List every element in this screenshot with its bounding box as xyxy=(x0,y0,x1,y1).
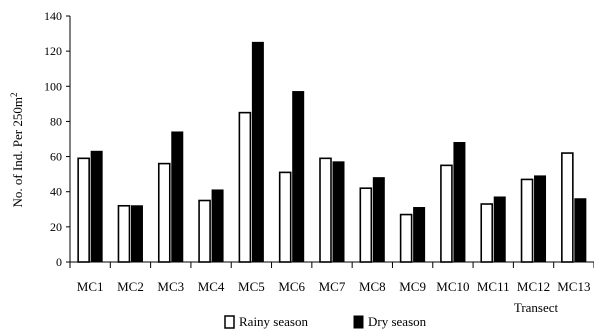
bar-mc13-dry-season xyxy=(574,198,587,263)
bar-mc8-rainy-season xyxy=(359,187,373,263)
x-tick-label-mc6: MC6 xyxy=(278,279,305,294)
y-axis-title-superscript: 2 xyxy=(9,93,19,98)
bar-mc11-rainy-season xyxy=(480,203,494,263)
x-tick-label-mc9: MC9 xyxy=(399,279,426,294)
y-axis-ticks: 0 20 40 60 80 100 120 140 xyxy=(44,9,70,269)
bar-mc13-rainy-season xyxy=(561,152,574,263)
bar-mc7-dry-season xyxy=(332,161,345,263)
bar-mc11-dry-season xyxy=(493,196,506,263)
x-tick-label-mc7: MC7 xyxy=(319,279,346,294)
bar-mc9-rainy-season xyxy=(399,213,413,263)
x-tick-label-mc11: MC11 xyxy=(477,279,510,294)
legend-swatch-dry-season xyxy=(353,315,364,329)
bar-mc1-rainy-season xyxy=(77,157,90,263)
bar-mc4-dry-season xyxy=(211,189,224,263)
bar-mc5-dry-season xyxy=(251,41,264,263)
bar-mc5-rainy-season xyxy=(238,111,252,263)
y-tick-label-20: 20 xyxy=(50,220,62,234)
x-tick-label-mc1: MC1 xyxy=(77,279,104,294)
bar-mc3-dry-season xyxy=(171,131,184,263)
bar-mc3-rainy-season xyxy=(157,162,171,263)
axes xyxy=(69,16,594,268)
legend-label-rainy-season: Rainy season xyxy=(239,314,308,329)
x-tick-label-mc3: MC3 xyxy=(157,279,184,294)
bar-mc9-dry-season xyxy=(413,207,426,263)
bar-mc7-rainy-season xyxy=(319,157,332,263)
x-tick-label-mc5: MC5 xyxy=(238,279,265,294)
bar-mc6-rainy-season xyxy=(278,171,292,263)
bar-mc4-rainy-season xyxy=(198,199,211,263)
bar-mc12-dry-season xyxy=(534,175,547,263)
y-tick-label-80: 80 xyxy=(50,114,62,128)
legend: Rainy season Dry season xyxy=(224,314,427,329)
bar-mc1-dry-season xyxy=(90,150,103,263)
y-tick-label-40: 40 xyxy=(50,185,62,199)
y-tick-label-0: 0 xyxy=(56,255,62,269)
legend-swatch-rainy-season xyxy=(224,315,235,329)
legend-label-dry-season: Dry season xyxy=(368,314,427,329)
x-tick-label-mc2: MC2 xyxy=(117,279,144,294)
bar-mc6-dry-season xyxy=(292,91,305,263)
bar-mc2-dry-season xyxy=(130,205,143,263)
bars xyxy=(77,41,587,263)
y-tick-label-100: 100 xyxy=(44,79,62,93)
x-axis-title: Transect xyxy=(514,300,559,315)
x-tick-label-mc12: MC12 xyxy=(517,279,550,294)
x-tick-label-mc4: MC4 xyxy=(198,279,225,294)
y-axis-title: No. of Ind. Per 250m2 xyxy=(9,93,25,208)
y-tick-label-140: 140 xyxy=(44,9,62,23)
bar-mc2-rainy-season xyxy=(117,204,131,263)
bar-mc10-dry-season xyxy=(453,142,466,263)
y-tick-label-60: 60 xyxy=(50,150,62,164)
x-tick-label-mc8: MC8 xyxy=(359,279,386,294)
bar-mc8-dry-season xyxy=(372,177,385,263)
y-tick-label-120: 120 xyxy=(44,44,62,58)
bar-mc10-rainy-season xyxy=(440,164,453,263)
x-tick-label-mc13: MC13 xyxy=(557,279,590,294)
bar-mc12-rainy-season xyxy=(520,178,534,263)
x-axis-category-labels: MC1 MC2 MC3 MC4 MC5 MC6 MC7 MC8 MC9 MC10 MC11 MC12 M… xyxy=(77,279,591,294)
x-tick-label-mc10: MC10 xyxy=(436,279,469,294)
